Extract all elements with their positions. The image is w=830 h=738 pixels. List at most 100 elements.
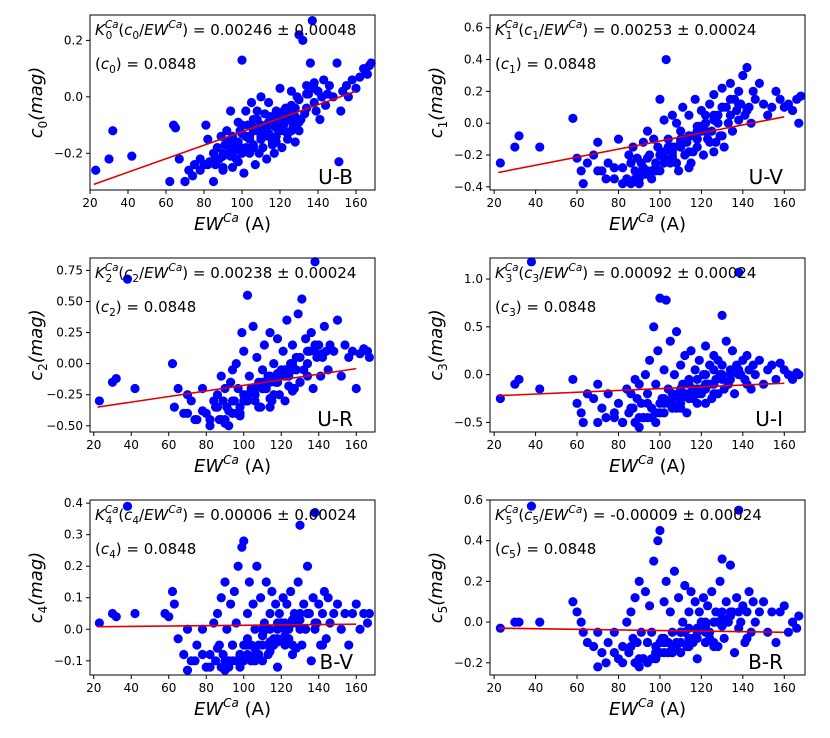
data-point [274, 608, 284, 619]
data-point [310, 624, 320, 634]
panel-3: 20 40 60 80 100 120 140 160 −0.5 0.0 0.5 1.0 EWCa (A… [426, 257, 806, 477]
data-point [705, 99, 715, 109]
data-point [678, 102, 688, 112]
data-point [721, 336, 731, 346]
data-point [700, 370, 711, 380]
data-point [231, 359, 241, 369]
y-axis-label: c5(mag) [426, 552, 450, 624]
data-point [787, 105, 798, 116]
data-point [642, 166, 653, 176]
y-tick-label: 0.2 [464, 574, 483, 588]
data-point [651, 163, 661, 173]
data-point [278, 346, 288, 356]
data-point [495, 158, 505, 168]
k-annotation: KCa 0 (c0/EWCa) = 0.00246 ± 0.00048 [95, 19, 356, 42]
data-point [235, 662, 245, 672]
data-point [272, 334, 283, 344]
data-point [680, 350, 690, 361]
data-point [719, 142, 729, 152]
x-tick-label: 80 [196, 196, 211, 210]
y-tick-label: −0.2 [454, 656, 483, 670]
color-band-label: B-R [748, 650, 783, 674]
data-point [189, 159, 200, 170]
data-point [210, 154, 220, 164]
data-point [700, 341, 711, 351]
points-group [94, 257, 374, 431]
data-point [754, 607, 765, 617]
data-point [686, 586, 696, 597]
data-point [340, 608, 350, 619]
y-tick-label: 0.0 [64, 622, 83, 636]
color-band-label: B-V [320, 650, 354, 674]
x-tick-label: 140 [307, 196, 330, 210]
data-point [613, 134, 624, 144]
data-point [104, 154, 114, 164]
data-point [252, 561, 262, 571]
data-point [626, 607, 636, 617]
data-point [205, 662, 215, 672]
x-tick-label: 140 [731, 438, 754, 452]
data-point [649, 556, 659, 566]
data-point [271, 599, 281, 609]
x-tick-label: 120 [270, 681, 293, 695]
data-point [667, 403, 677, 413]
k-annotation: KCa 3 (c3/EWCa) = 0.00092 ± 0.00024 [495, 262, 756, 285]
data-point [310, 257, 320, 267]
data-point [262, 154, 272, 164]
data-point [655, 525, 665, 536]
data-point [700, 637, 711, 648]
data-point [347, 608, 358, 619]
data-point [242, 640, 253, 650]
data-point [796, 91, 806, 101]
data-point [647, 174, 657, 184]
data-point [792, 623, 802, 633]
k-annotation: KCa 4 (c4/EWCa) = 0.00006 ± 0.00024 [95, 504, 356, 527]
data-point [661, 576, 671, 586]
data-point [622, 617, 632, 627]
data-point [208, 176, 219, 187]
data-point [272, 662, 283, 672]
data-point [280, 630, 290, 641]
data-point [582, 158, 593, 168]
plot-frame [89, 14, 376, 191]
x-axis-label: EWCa (A) [194, 453, 271, 477]
data-point [211, 656, 221, 666]
data-point [279, 126, 289, 136]
data-point [692, 134, 702, 144]
data-point [609, 174, 619, 184]
x-tick-label: 160 [345, 681, 368, 695]
data-point [182, 665, 193, 675]
data-point [665, 607, 675, 617]
data-point [295, 377, 305, 387]
data-point [655, 94, 665, 104]
data-point [324, 80, 334, 91]
x-tick-label: 120 [270, 438, 293, 452]
data-point [317, 608, 328, 619]
color-band-label: U-V [749, 165, 784, 189]
data-point [576, 408, 586, 418]
data-point [709, 389, 719, 399]
x-tick-label: 100 [232, 438, 255, 452]
data-point [317, 352, 328, 363]
data-point [279, 106, 289, 116]
data-point [294, 117, 304, 127]
data-point [659, 393, 669, 404]
data-point [226, 143, 236, 153]
points-group [495, 54, 806, 189]
x-tick-label: 60 [161, 681, 176, 695]
data-point [717, 554, 727, 564]
data-point [626, 403, 636, 413]
data-point [609, 408, 619, 418]
data-point [265, 637, 275, 647]
data-point [179, 649, 189, 660]
data-point [709, 89, 719, 100]
fit-line [97, 367, 357, 408]
data-point [259, 340, 269, 350]
data-point [597, 648, 607, 658]
data-point [94, 396, 104, 406]
data-point [651, 417, 661, 428]
data-point [709, 637, 719, 648]
data-point [568, 597, 578, 607]
data-point [212, 143, 222, 153]
x-tick-label: 20 [86, 438, 101, 452]
